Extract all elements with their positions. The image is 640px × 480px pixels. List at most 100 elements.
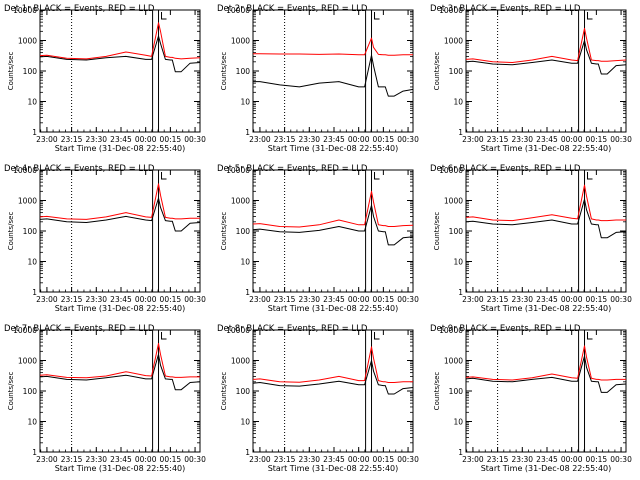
y-tick-label: 10 xyxy=(240,258,250,267)
x-tick-label: 23:15 xyxy=(274,135,296,144)
series-line-lld xyxy=(465,345,626,381)
x-tick-label: 23:30 xyxy=(85,295,107,304)
chart-title: Det 9r BLACK = Events, RED = LLD xyxy=(430,324,581,334)
x-tick-label: 00:00 xyxy=(135,135,157,144)
y-tick-label: 100 xyxy=(23,387,38,396)
x-tick-label: 23:45 xyxy=(110,135,132,144)
y-tick-label: 10 xyxy=(453,98,463,107)
x-tick-label: 23:45 xyxy=(110,455,132,464)
x-axis-title: Start Time (31-Dec-08 22:55:40) xyxy=(55,464,186,473)
x-tick-label: 00:00 xyxy=(135,455,157,464)
x-tick-label: 23:00 xyxy=(36,455,58,464)
y-tick-label: 1000 xyxy=(18,197,37,206)
x-tick-label: 00:30 xyxy=(610,295,632,304)
y-axis-title: Counts/sec xyxy=(433,372,441,411)
plot-frame xyxy=(39,329,201,453)
y-axis-title: Counts/sec xyxy=(7,212,15,251)
y-tick-label: 1 xyxy=(458,448,463,457)
y-tick-label: 1000 xyxy=(231,37,250,46)
chart-panel-8: Det 8r BLACK = Events, RED = LLD 1 10 100 10… xyxy=(217,324,419,473)
series-line-events xyxy=(253,54,414,97)
x-tick-label: 00:30 xyxy=(184,455,206,464)
chart-panel-3: Det 3r BLACK = Events, RED = LLD 1 10 100 10… xyxy=(430,4,632,153)
segment-bracket-marker xyxy=(374,332,380,340)
x-tick-label: 00:15 xyxy=(160,455,182,464)
y-tick-label: 10 xyxy=(240,418,250,427)
plot-frame xyxy=(252,329,414,453)
x-tick-label: 00:30 xyxy=(397,135,419,144)
y-tick-label: 10 xyxy=(453,258,463,267)
x-tick-label: 23:30 xyxy=(298,295,320,304)
x-tick-label: 23:30 xyxy=(511,295,533,304)
chart-title: Det 3r BLACK = Events, RED = LLD xyxy=(430,4,581,14)
x-tick-label: 00:30 xyxy=(184,135,206,144)
chart-title: Det 1r BLACK = Events, RED = LLD xyxy=(4,4,155,14)
x-tick-label: 00:00 xyxy=(561,295,583,304)
chart-panel-6: Det 6r BLACK = Events, RED = LLD 1 10 100 10… xyxy=(430,164,632,313)
x-tick-label: 23:45 xyxy=(323,295,345,304)
y-tick-label: 10 xyxy=(453,418,463,427)
series-line-events xyxy=(252,204,414,246)
x-tick-label: 23:30 xyxy=(511,135,533,144)
y-tick-label: 100 xyxy=(23,67,38,76)
y-tick-label: 1 xyxy=(458,288,463,297)
x-axis-title: Start Time (31-Dec-08 22:55:40) xyxy=(481,464,612,473)
x-tick-label: 00:15 xyxy=(160,295,182,304)
y-tick-label: 10000 xyxy=(226,166,250,175)
y-axis-title: Counts/sec xyxy=(7,372,15,411)
x-tick-label: 23:15 xyxy=(61,295,83,304)
series-line-lld xyxy=(253,37,413,56)
chart-panel-5: Det 5r BLACK = Events, RED = LLD 1 10 100 10… xyxy=(217,164,419,313)
y-tick-label: 10 xyxy=(27,98,37,107)
x-tick-label: 00:00 xyxy=(348,135,370,144)
y-axis-title: Counts/sec xyxy=(433,52,441,91)
y-tick-label: 10000 xyxy=(13,6,37,15)
segment-bracket-marker xyxy=(374,172,380,180)
x-tick-label: 23:00 xyxy=(36,135,58,144)
segment-bracket-marker xyxy=(587,172,593,180)
x-tick-label: 00:30 xyxy=(610,455,632,464)
y-tick-label: 1000 xyxy=(231,357,250,366)
x-tick-label: 23:15 xyxy=(61,455,83,464)
chart-panel-2: Det 2r BLACK = Events, RED = LLD 1 10 100 10… xyxy=(217,4,419,153)
y-tick-label: 1000 xyxy=(18,37,37,46)
x-tick-label: 00:30 xyxy=(397,295,419,304)
x-tick-label: 23:15 xyxy=(61,135,83,144)
y-tick-label: 1 xyxy=(245,288,250,297)
x-tick-label: 23:00 xyxy=(36,295,58,304)
x-tick-label: 00:30 xyxy=(184,295,206,304)
x-tick-label: 23:30 xyxy=(511,455,533,464)
y-axis-title: Counts/sec xyxy=(7,52,15,91)
y-tick-label: 10000 xyxy=(439,6,463,15)
x-tick-label: 00:15 xyxy=(373,455,395,464)
chart-title: Det 4r BLACK = Events, RED = LLD xyxy=(4,164,155,174)
y-tick-label: 1 xyxy=(245,128,250,137)
chart-title: Det 7r BLACK = Events, RED = LLD xyxy=(4,324,155,334)
segment-bracket-marker xyxy=(587,332,593,340)
y-tick-label: 1000 xyxy=(231,197,250,206)
x-tick-label: 23:45 xyxy=(536,135,558,144)
series-line-lld xyxy=(39,183,200,220)
x-tick-label: 00:00 xyxy=(561,455,583,464)
y-tick-label: 100 xyxy=(449,227,464,236)
x-tick-label: 23:30 xyxy=(298,455,320,464)
series-line-events xyxy=(39,353,201,391)
y-tick-label: 1 xyxy=(32,448,37,457)
x-tick-label: 00:15 xyxy=(160,135,182,144)
chart-panel-1: Det 1r BLACK = Events, RED = LLD 1 10 100 10… xyxy=(4,4,206,153)
y-tick-label: 100 xyxy=(236,227,251,236)
x-tick-label: 23:00 xyxy=(462,455,484,464)
x-tick-label: 00:30 xyxy=(610,135,632,144)
x-tick-label: 23:45 xyxy=(110,295,132,304)
plot-frame xyxy=(252,9,414,133)
chart-title: Det 8r BLACK = Events, RED = LLD xyxy=(217,324,368,334)
x-tick-label: 00:30 xyxy=(397,455,419,464)
x-tick-label: 23:15 xyxy=(274,455,296,464)
y-tick-label: 1000 xyxy=(444,197,463,206)
series-line-events xyxy=(39,197,201,232)
segment-bracket-marker xyxy=(161,332,167,340)
series-line-lld xyxy=(252,346,413,383)
series-line-lld xyxy=(252,190,414,228)
x-tick-label: 23:30 xyxy=(85,455,107,464)
series-line-lld xyxy=(39,22,201,60)
